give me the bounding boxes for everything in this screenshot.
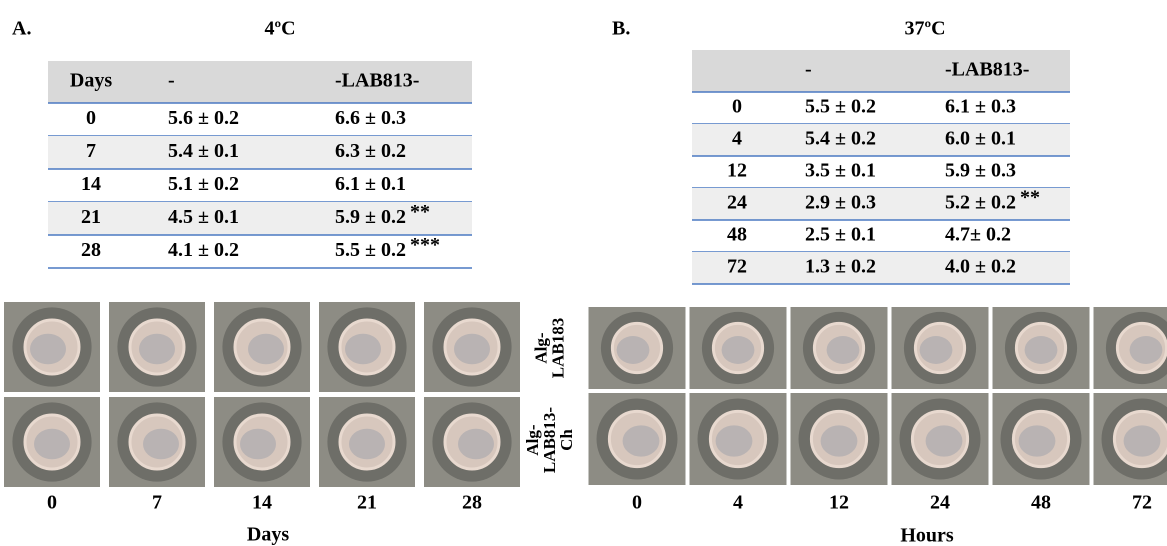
well-center bbox=[1019, 425, 1056, 456]
control-cell: 3.5 ± 0.1 bbox=[805, 160, 876, 182]
well-center bbox=[920, 336, 953, 364]
well-center bbox=[827, 336, 860, 364]
day-cell: 24 bbox=[727, 192, 747, 214]
well-center bbox=[349, 429, 385, 460]
day-cell: 72 bbox=[727, 256, 747, 278]
well-center bbox=[34, 429, 70, 460]
day-cell: 28 bbox=[81, 239, 101, 261]
panel-title: 37ºC bbox=[904, 18, 945, 40]
well-center bbox=[1130, 336, 1163, 364]
well-center bbox=[821, 425, 858, 456]
photo-label: 48 bbox=[1031, 492, 1051, 514]
treated-cell: 6.6 ± 0.3 bbox=[335, 107, 406, 129]
well-center bbox=[1124, 425, 1161, 456]
well-center bbox=[248, 334, 284, 365]
photo-label: 0 bbox=[47, 492, 57, 514]
photo-label: 4 bbox=[733, 492, 743, 514]
photo-label: 21 bbox=[357, 492, 377, 514]
well-center bbox=[454, 334, 490, 365]
well-center bbox=[1025, 336, 1058, 364]
significance: ** bbox=[1020, 187, 1040, 209]
day-cell: 0 bbox=[86, 107, 96, 129]
significance: ** bbox=[410, 201, 430, 223]
control-cell: 5.4 ± 0.2 bbox=[805, 128, 876, 150]
header-cell: -LAB813- bbox=[945, 59, 1029, 81]
photo-label: 12 bbox=[829, 492, 849, 514]
header-cell: - bbox=[168, 70, 175, 92]
control-cell: 5.5 ± 0.2 bbox=[805, 96, 876, 118]
control-cell: 5.6 ± 0.2 bbox=[168, 107, 239, 129]
well-center bbox=[623, 425, 660, 456]
day-cell: 48 bbox=[727, 224, 747, 246]
well-center bbox=[458, 429, 494, 460]
photo-label: 72 bbox=[1132, 492, 1152, 514]
day-cell: 4 bbox=[732, 128, 742, 150]
control-cell: 5.1 ± 0.2 bbox=[168, 173, 239, 195]
treated-cell: 6.0 ± 0.1 bbox=[945, 128, 1016, 150]
well-center bbox=[30, 334, 66, 365]
well-center bbox=[345, 334, 381, 365]
photo-label: 14 bbox=[252, 492, 272, 514]
well-center bbox=[143, 429, 179, 460]
control-cell: 5.4 ± 0.1 bbox=[168, 140, 239, 162]
photo-label: 0 bbox=[632, 492, 642, 514]
header-cell: - bbox=[805, 59, 812, 81]
well-center bbox=[139, 334, 175, 365]
day-cell: 7 bbox=[86, 140, 96, 162]
control-cell: 1.3 ± 0.2 bbox=[805, 256, 876, 278]
header-cell: Days bbox=[70, 70, 112, 92]
treated-cell: 5.9 ± 0.3 bbox=[945, 160, 1016, 182]
control-cell: 2.9 ± 0.3 bbox=[805, 192, 876, 214]
row-label: Ch bbox=[557, 429, 576, 451]
well-center bbox=[722, 336, 755, 364]
row-bg bbox=[48, 202, 472, 235]
figure: A. 4ºC B. 37ºC Days Hours Days - -LAB813- 0… bbox=[0, 0, 1167, 546]
panel-label: A. bbox=[12, 18, 31, 40]
photo-label: 24 bbox=[930, 492, 950, 514]
panel-label: B. bbox=[612, 18, 630, 40]
treated-cell: 6.1 ± 0.3 bbox=[945, 96, 1016, 118]
day-cell: 14 bbox=[81, 173, 101, 195]
day-cell: 21 bbox=[81, 206, 101, 228]
treated-cell: 5.2 ± 0.2 bbox=[945, 192, 1016, 214]
treated-cell: 5.5 ± 0.2 bbox=[335, 239, 406, 261]
day-cell: 0 bbox=[732, 96, 742, 118]
well-center bbox=[617, 336, 650, 364]
control-cell: 4.1 ± 0.2 bbox=[168, 239, 239, 261]
treated-cell: 6.1 ± 0.1 bbox=[335, 173, 406, 195]
axis-label: Days bbox=[247, 524, 289, 546]
treated-cell: 4.7± 0.2 bbox=[945, 224, 1011, 246]
header-cell: -LAB813- bbox=[335, 70, 419, 92]
control-cell: 2.5 ± 0.1 bbox=[805, 224, 876, 246]
control-cell: 4.5 ± 0.1 bbox=[168, 206, 239, 228]
photo-label: 7 bbox=[152, 492, 162, 514]
treated-cell: 4.0 ± 0.2 bbox=[945, 256, 1016, 278]
panel-title: 4ºC bbox=[264, 18, 295, 40]
row-label: LAB183 bbox=[548, 318, 567, 378]
well-center bbox=[240, 429, 276, 460]
treated-cell: 5.9 ± 0.2 bbox=[335, 206, 406, 228]
well-center bbox=[716, 425, 753, 456]
axis-label: Hours bbox=[900, 525, 954, 546]
row-bg bbox=[48, 136, 472, 169]
significance: *** bbox=[410, 234, 440, 256]
well-center bbox=[926, 425, 963, 456]
photo-label: 28 bbox=[462, 492, 482, 514]
treated-cell: 6.3 ± 0.2 bbox=[335, 140, 406, 162]
day-cell: 12 bbox=[727, 160, 747, 182]
